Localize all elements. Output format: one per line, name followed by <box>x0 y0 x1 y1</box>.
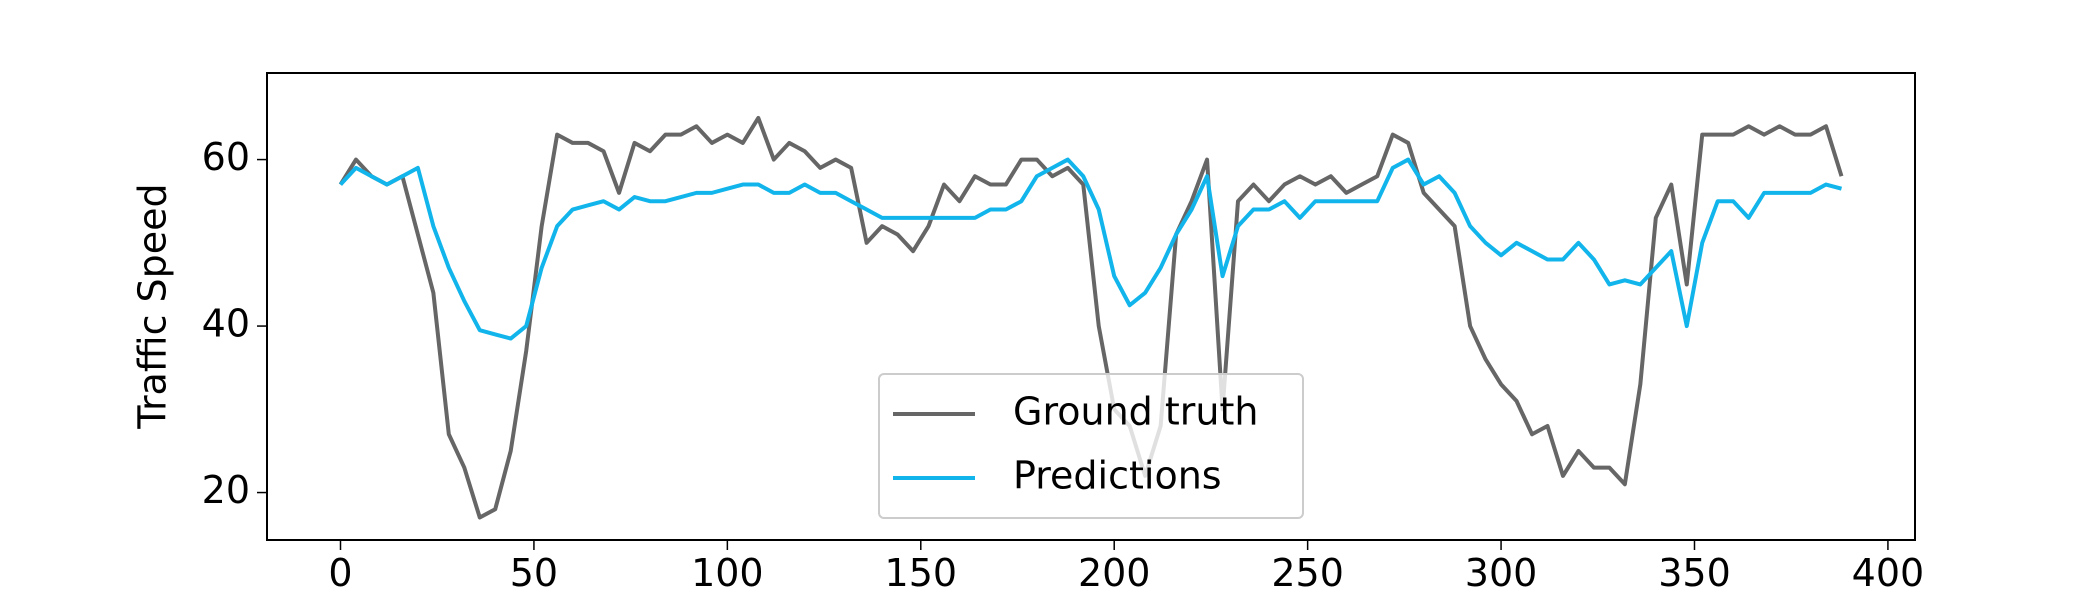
series-line <box>339 157 1843 341</box>
x-tick-label: 400 <box>1852 551 1925 595</box>
legend-label: Ground truth <box>1013 390 1258 434</box>
legend-label: Predictions <box>1013 454 1222 498</box>
series-line <box>338 115 1844 520</box>
x-tick-label: 300 <box>1465 551 1538 595</box>
legend: Ground truth Predictions <box>878 373 1304 519</box>
x-tick-label: 200 <box>1078 551 1151 595</box>
x-tick-label: 100 <box>691 551 764 595</box>
x-tick-label: 0 <box>328 551 352 595</box>
x-tick-label: 50 <box>510 551 558 595</box>
y-tick-label: 40 <box>202 302 250 346</box>
y-tick-label: 20 <box>202 468 250 512</box>
legend-box <box>878 373 1304 519</box>
x-tick-label: 250 <box>1271 551 1344 595</box>
axes-frame <box>266 72 1916 541</box>
y-tick-label: 60 <box>202 135 250 179</box>
x-tick-label: 350 <box>1658 551 1731 595</box>
y-axis-label: Traffic Speed <box>131 183 175 429</box>
plot-area <box>338 115 1844 520</box>
x-tick-label: 150 <box>885 551 958 595</box>
